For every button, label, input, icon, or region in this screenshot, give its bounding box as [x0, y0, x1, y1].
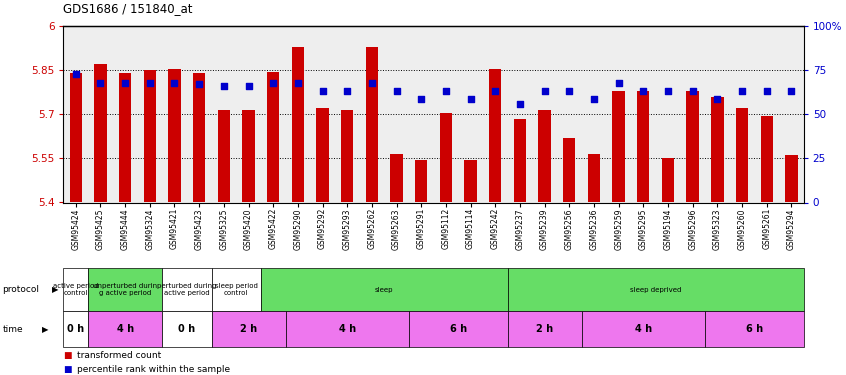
Text: 2 h: 2 h [240, 324, 257, 334]
Bar [63, 268, 88, 311]
Bar [261, 268, 508, 311]
Point [94, 80, 107, 86]
Text: active period
control: active period control [53, 283, 99, 296]
Bar [88, 311, 162, 347]
Bar [63, 311, 88, 347]
Text: 2 h: 2 h [536, 324, 553, 334]
Point [390, 88, 404, 94]
Text: ▶: ▶ [52, 285, 58, 294]
Bar [212, 311, 285, 347]
Text: sleep: sleep [375, 287, 393, 293]
Bar [588, 154, 600, 203]
Text: ■: ■ [63, 365, 72, 374]
Text: 0 h: 0 h [67, 324, 85, 334]
Bar [69, 73, 82, 202]
Bar [162, 268, 212, 311]
Point [242, 83, 255, 89]
Point [686, 88, 700, 94]
Text: sleep period
control: sleep period control [215, 283, 258, 296]
Point [784, 88, 798, 94]
Point [587, 96, 601, 102]
Bar [415, 160, 427, 202]
Bar [440, 113, 452, 202]
Point [760, 88, 773, 94]
Bar [193, 73, 206, 202]
Point [118, 80, 132, 86]
Bar [267, 72, 279, 202]
Point [415, 96, 428, 102]
Text: GDS1686 / 151840_at: GDS1686 / 151840_at [63, 2, 193, 15]
Text: ▶: ▶ [42, 324, 49, 334]
Bar [711, 97, 723, 202]
Bar [285, 311, 409, 347]
Point [217, 83, 231, 89]
Bar [212, 268, 261, 311]
Bar [514, 119, 526, 202]
Point [538, 88, 552, 94]
Point [711, 96, 724, 102]
Point [143, 80, 157, 86]
Text: 4 h: 4 h [117, 324, 134, 334]
Text: 6 h: 6 h [450, 324, 467, 334]
Bar [464, 160, 477, 202]
Point [662, 88, 675, 94]
Bar [316, 108, 329, 202]
Point [464, 96, 477, 102]
Bar [761, 116, 773, 202]
Bar [637, 91, 650, 202]
Point [266, 80, 280, 86]
Bar [390, 154, 403, 203]
Bar [292, 47, 304, 202]
Point [316, 88, 329, 94]
Point [365, 80, 379, 86]
Bar [489, 69, 502, 203]
Bar [217, 110, 230, 202]
Bar [409, 311, 508, 347]
Point [612, 80, 625, 86]
Point [291, 80, 305, 86]
Bar [785, 156, 798, 203]
Bar [119, 73, 131, 202]
Bar [365, 47, 378, 202]
Bar [563, 138, 575, 202]
Bar [94, 64, 107, 203]
Bar [242, 110, 255, 202]
Point [69, 71, 83, 77]
Text: perturbed during
active period: perturbed during active period [157, 283, 217, 296]
Text: time: time [3, 324, 23, 334]
Text: sleep deprived: sleep deprived [630, 287, 681, 293]
Point [563, 88, 576, 94]
Bar [341, 110, 354, 202]
Bar [508, 268, 804, 311]
Point [636, 88, 650, 94]
Point [192, 81, 206, 87]
Point [439, 88, 453, 94]
Bar [162, 311, 212, 347]
Text: 0 h: 0 h [179, 324, 195, 334]
Text: percentile rank within the sample: percentile rank within the sample [77, 365, 230, 374]
Text: 6 h: 6 h [746, 324, 763, 334]
Point [340, 88, 354, 94]
Text: ■: ■ [63, 351, 72, 360]
Bar [736, 108, 748, 202]
Bar [168, 69, 181, 203]
Bar [582, 311, 705, 347]
Bar [508, 311, 581, 347]
Bar [686, 91, 699, 202]
Bar [538, 110, 551, 202]
Point [735, 88, 749, 94]
Bar [662, 158, 674, 203]
Point [514, 101, 527, 107]
Point [488, 88, 502, 94]
Point [168, 80, 181, 86]
Bar [705, 311, 804, 347]
Text: 4 h: 4 h [634, 324, 652, 334]
Text: 4 h: 4 h [338, 324, 356, 334]
Text: protocol: protocol [3, 285, 40, 294]
Text: unperturbed durin
g active period: unperturbed durin g active period [93, 283, 157, 296]
Text: transformed count: transformed count [77, 351, 162, 360]
Bar [144, 70, 156, 202]
Bar [88, 268, 162, 311]
Bar [613, 91, 625, 202]
